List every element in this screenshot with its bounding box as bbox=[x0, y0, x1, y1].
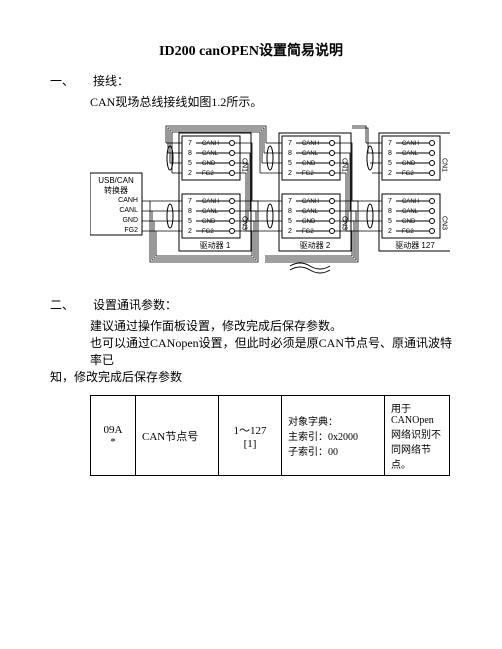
svg-text:CANL: CANL bbox=[402, 209, 419, 215]
svg-text:8: 8 bbox=[388, 208, 392, 215]
svg-text:CN1: CN1 bbox=[341, 158, 348, 172]
svg-text:GND: GND bbox=[122, 217, 138, 224]
svg-text:5: 5 bbox=[188, 160, 192, 167]
svg-text:转换器: 转换器 bbox=[104, 185, 128, 195]
svg-text:8: 8 bbox=[188, 150, 192, 157]
svg-text:GND: GND bbox=[302, 161, 316, 167]
svg-text:5: 5 bbox=[388, 218, 392, 225]
section2-line2b: 知，修改完成后保存参数 bbox=[50, 368, 452, 385]
svg-text:2: 2 bbox=[288, 170, 292, 177]
svg-text:FG2: FG2 bbox=[302, 171, 314, 177]
svg-text:CANL: CANL bbox=[302, 209, 319, 215]
svg-text:FG2: FG2 bbox=[302, 229, 314, 235]
svg-text:2: 2 bbox=[388, 228, 392, 235]
svg-text:7: 7 bbox=[388, 140, 392, 147]
svg-text:CANH: CANH bbox=[202, 141, 219, 147]
svg-text:CANH: CANH bbox=[302, 199, 319, 205]
svg-text:7: 7 bbox=[288, 198, 292, 205]
svg-text:5: 5 bbox=[188, 218, 192, 225]
svg-text:8: 8 bbox=[388, 150, 392, 157]
svg-text:FG2: FG2 bbox=[402, 171, 414, 177]
svg-text:7: 7 bbox=[388, 198, 392, 205]
table-row: 09A * CAN节点号 1～127 [1] 对象字典： 主索引：0x2000 … bbox=[91, 396, 450, 476]
svg-text:CANH: CANH bbox=[402, 199, 419, 205]
svg-text:GND: GND bbox=[202, 161, 216, 167]
obj-dict-sub: 子索引：00 bbox=[288, 443, 378, 458]
svg-text:5: 5 bbox=[388, 160, 392, 167]
svg-text:5: 5 bbox=[288, 160, 292, 167]
svg-text:2: 2 bbox=[188, 170, 192, 177]
svg-text:2: 2 bbox=[388, 170, 392, 177]
svg-text:FG2: FG2 bbox=[124, 227, 138, 234]
section2-line2a: 也可以通过CANopen设置，但此时必须是原CAN节点号、原通讯波特率已 bbox=[90, 334, 452, 368]
doc-title: ID200 canOPEN设置简易说明 bbox=[50, 40, 452, 60]
param-name: CAN节点号 bbox=[136, 396, 219, 476]
svg-text:8: 8 bbox=[288, 150, 292, 157]
svg-text:5: 5 bbox=[288, 218, 292, 225]
section2-label: 设置通讯参数： bbox=[93, 298, 177, 312]
section1-desc: CAN现场总线接线如图1.2所示。 bbox=[90, 93, 452, 110]
svg-text:CANL: CANL bbox=[302, 151, 319, 157]
section2-header: 二、 设置通讯参数： bbox=[50, 296, 452, 313]
svg-text:USB/CAN: USB/CAN bbox=[98, 176, 134, 185]
param-default: [1] bbox=[225, 438, 275, 450]
param-table: 09A * CAN节点号 1～127 [1] 对象字典： 主索引：0x2000 … bbox=[90, 395, 450, 476]
wiring-diagram: USB/CAN 转换器 CANH CANL GND FG2 CN1 7 8 5 … bbox=[90, 118, 450, 288]
svg-text:GND: GND bbox=[402, 219, 416, 225]
svg-text:FG2: FG2 bbox=[202, 229, 214, 235]
param-code: 09A bbox=[97, 424, 129, 436]
svg-text:FG2: FG2 bbox=[402, 229, 414, 235]
section2-num: 二、 bbox=[50, 298, 74, 312]
svg-text:2: 2 bbox=[288, 228, 292, 235]
section1-label: 接线： bbox=[93, 74, 129, 88]
svg-text:CANL: CANL bbox=[202, 209, 219, 215]
param-range: 1～127 bbox=[225, 422, 275, 438]
svg-text:FG2: FG2 bbox=[202, 171, 214, 177]
svg-text:GND: GND bbox=[302, 219, 316, 225]
svg-text:CN3: CN3 bbox=[241, 216, 248, 230]
svg-text:GND: GND bbox=[402, 161, 416, 167]
svg-text:CN3: CN3 bbox=[441, 216, 448, 230]
svg-text:CN3: CN3 bbox=[341, 216, 348, 230]
svg-text:7: 7 bbox=[188, 140, 192, 147]
param-code-star: * bbox=[97, 436, 129, 448]
svg-text:8: 8 bbox=[188, 208, 192, 215]
svg-text:CANL: CANL bbox=[202, 151, 219, 157]
svg-text:驱动器 2: 驱动器 2 bbox=[300, 240, 331, 250]
svg-text:7: 7 bbox=[288, 140, 292, 147]
section1-header: 一、 接线： bbox=[50, 72, 452, 89]
param-desc: 用于CANOpen网络识别不同网络节点。 bbox=[385, 396, 450, 476]
svg-text:CANH: CANH bbox=[402, 141, 419, 147]
svg-text:2: 2 bbox=[188, 228, 192, 235]
svg-text:驱动器 1: 驱动器 1 bbox=[200, 240, 231, 250]
svg-text:8: 8 bbox=[288, 208, 292, 215]
svg-text:CANL: CANL bbox=[402, 151, 419, 157]
obj-dict-main: 主索引：0x2000 bbox=[288, 428, 378, 443]
section1-num: 一、 bbox=[50, 74, 74, 88]
svg-text:GND: GND bbox=[202, 219, 216, 225]
svg-text:CANH: CANH bbox=[302, 141, 319, 147]
obj-dict-label: 对象字典： bbox=[288, 413, 378, 428]
svg-text:CANH: CANH bbox=[118, 197, 138, 204]
svg-text:CN1: CN1 bbox=[441, 158, 448, 172]
svg-text:CANH: CANH bbox=[202, 199, 219, 205]
svg-text:CANL: CANL bbox=[119, 207, 138, 214]
svg-text:驱动器 127: 驱动器 127 bbox=[395, 240, 435, 250]
svg-text:7: 7 bbox=[188, 198, 192, 205]
svg-text:CN1: CN1 bbox=[241, 158, 248, 172]
section2-line1: 建议通过操作面板设置，修改完成后保存参数。 bbox=[90, 317, 452, 334]
